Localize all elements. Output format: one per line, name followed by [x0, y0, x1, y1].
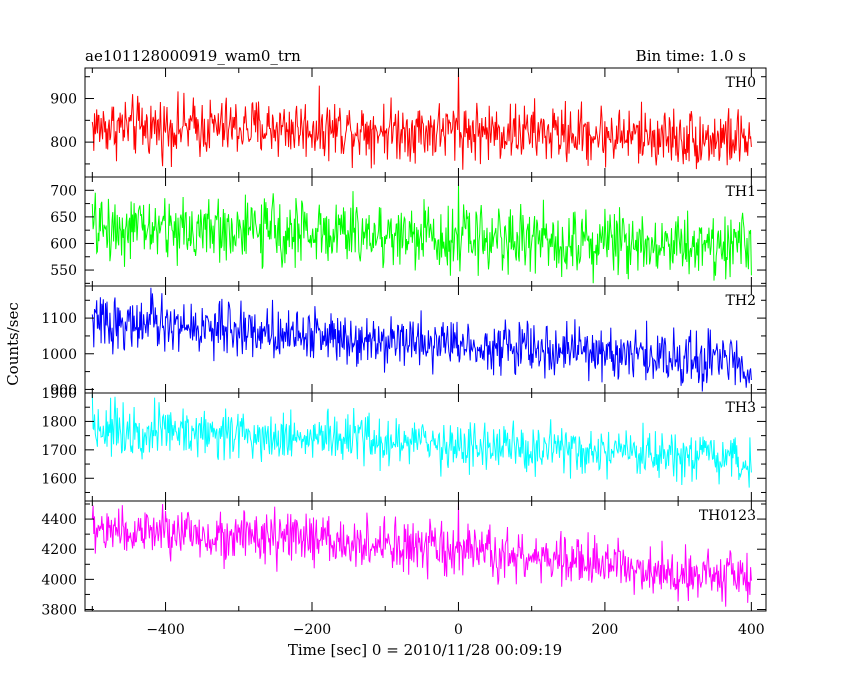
series-line-th0	[91, 70, 752, 170]
y-tick-label: 800	[50, 135, 77, 151]
panel-frame	[84, 392, 767, 502]
y-tick-label: 1700	[41, 443, 77, 459]
panel-th0: 800 900 TH0	[50, 67, 767, 178]
y-tick-label: 4200	[41, 542, 77, 558]
panel-label-th1: TH1	[726, 184, 756, 200]
y-tick-label: 3800	[41, 602, 77, 618]
y-tick-label: 1000	[41, 347, 77, 363]
panel-frame	[84, 500, 767, 612]
series-line-th0123	[91, 502, 752, 607]
x-tick-label: 0	[454, 622, 463, 638]
panel-label-th3: TH3	[726, 400, 756, 416]
chart-title: ae101128000919_wam0_trn	[85, 47, 301, 65]
series-line-th2	[91, 287, 752, 392]
y-tick-label: 1100	[41, 311, 77, 327]
bin-time-label: Bin time: 1.0 s	[636, 47, 746, 65]
panel-th0123: 3800 4000 4200 4400 TH0123	[41, 500, 767, 618]
x-axis-label: Time [sec] 0 = 2010/11/28 00:09:19	[288, 641, 562, 659]
panel-label-th2: TH2	[726, 293, 756, 309]
panel-label-th0: TH0	[726, 75, 756, 91]
panel-th2: 900 1000 1100 TH2	[41, 285, 767, 398]
panel-label-th0123: TH0123	[699, 508, 756, 524]
panel-th3: 1600 1700 1800 1900 TH3	[41, 386, 767, 502]
y-tick-label: 4000	[41, 572, 77, 588]
y-tick-label: 1800	[41, 414, 77, 430]
x-tick-label: 200	[592, 622, 619, 638]
y-tick-label: 1600	[41, 471, 77, 487]
y-tick-label: 600	[50, 236, 77, 252]
y-tick-label: 900	[50, 92, 77, 108]
y-tick-label: 1900	[41, 386, 77, 402]
y-tick-label: 650	[50, 210, 77, 226]
panel-th1: 550 600 650 700 TH1	[50, 176, 767, 287]
x-tick-label: 400	[738, 622, 765, 638]
y-tick-label: 550	[50, 263, 77, 279]
x-tick-label: −200	[293, 622, 331, 638]
series-line-th1	[91, 183, 752, 284]
y-tick-label: 700	[50, 183, 77, 199]
panel-frame	[84, 285, 767, 394]
series-line-th3	[91, 394, 752, 488]
y-tick-label: 900	[50, 382, 77, 398]
y-axis-label: Counts/sec	[4, 302, 22, 386]
y-tick-label: 4400	[41, 512, 77, 528]
x-tick-label: −400	[146, 622, 184, 638]
